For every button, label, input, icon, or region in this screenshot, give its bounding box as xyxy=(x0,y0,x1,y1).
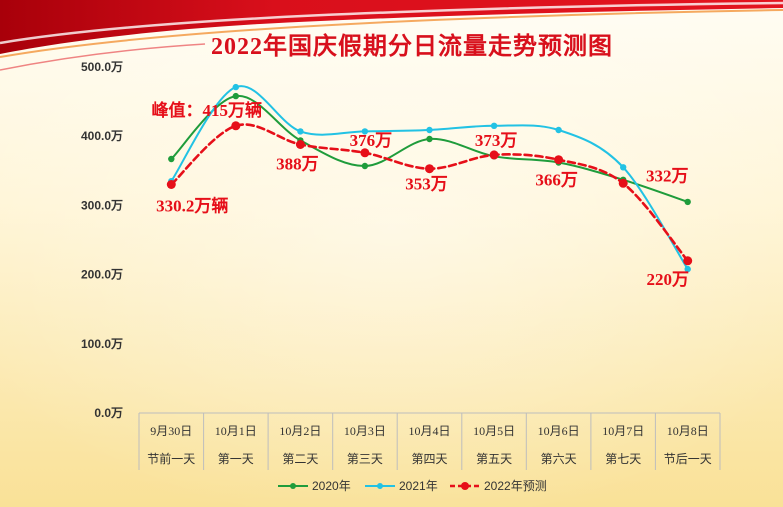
data-point xyxy=(618,178,628,188)
x-tick-label: 10月1日 xyxy=(215,424,257,438)
data-label: 353万 xyxy=(405,175,448,194)
data-point xyxy=(683,256,693,266)
data-label: 376万 xyxy=(350,131,393,150)
x-tick-sublabel: 第五天 xyxy=(476,452,512,466)
x-tick-label: 10月7日 xyxy=(602,424,644,438)
data-point xyxy=(361,128,369,135)
x-tick-label: 10月3日 xyxy=(344,424,386,438)
legend-label: 2022年预测 xyxy=(484,479,547,493)
data-point xyxy=(426,126,433,134)
x-tick-sublabel: 第四天 xyxy=(411,452,447,466)
data-label: 366万 xyxy=(535,171,578,190)
y-tick-label: 0.0万 xyxy=(94,406,123,420)
legend-item: 2020年 xyxy=(278,479,351,493)
x-axis: 9月30日 10月1日 10月2日 10月3日 10月4日 10月5日 10月6日 10月7日… xyxy=(138,412,721,470)
data-label: 388万 xyxy=(276,155,319,174)
legend: 2020年 2021年 2022年预测 xyxy=(278,479,547,493)
legend-swatch-marker xyxy=(377,483,383,489)
header-band xyxy=(0,0,783,54)
header-swoosh xyxy=(0,0,783,71)
data-point xyxy=(555,126,562,134)
data-point xyxy=(361,162,369,170)
data-point xyxy=(426,135,433,143)
x-tick-sublabel: 第一天 xyxy=(218,452,254,466)
header-thin-stripe xyxy=(0,43,206,71)
x-tick-label: 10月4日 xyxy=(408,424,450,438)
plot-area xyxy=(166,83,693,273)
x-tick-label: 10月2日 xyxy=(279,424,321,438)
header-orange-stripe xyxy=(0,9,783,58)
x-tick-sublabel: 节前一天 xyxy=(147,451,195,466)
data-point xyxy=(168,155,175,163)
x-tick-label: 10月6日 xyxy=(538,424,580,438)
data-point xyxy=(620,164,627,171)
series-group xyxy=(166,121,693,266)
data-label: 220万 xyxy=(646,270,689,289)
y-tick-label: 300.0万 xyxy=(81,198,123,212)
data-point xyxy=(425,164,434,174)
data-label: 373万 xyxy=(475,131,518,150)
data-label: 330.2万辆 xyxy=(156,196,228,216)
data-label: 332万 xyxy=(646,166,689,185)
data-point xyxy=(166,180,176,189)
data-point xyxy=(684,198,691,206)
data-point xyxy=(232,92,239,100)
x-tick-label: 9月30日 xyxy=(150,424,192,438)
data-point xyxy=(297,128,304,135)
data-labels: 330.2万辆 峰值：415万辆 388万 376万 353万 373万 366万 332万 2… xyxy=(152,100,689,289)
legend-swatch-marker xyxy=(461,482,469,490)
x-tick-sublabel: 第三天 xyxy=(347,452,383,466)
x-tick-sublabel: 节后一天 xyxy=(664,452,712,466)
chart-title: 2022年国庆假期分日流量走势预测图 xyxy=(211,32,613,60)
y-tick-label: 400.0万 xyxy=(81,129,123,143)
x-tick-label: 10月8日 xyxy=(667,424,709,438)
legend-swatch-marker xyxy=(290,483,296,489)
data-label: 峰值：415万辆 xyxy=(152,100,263,120)
x-tick-label: 10月5日 xyxy=(473,424,515,438)
legend-label: 2020年 xyxy=(312,479,351,493)
y-axis: 0.0万 100.0万 200.0万 300.0万 400.0万 500.0万 xyxy=(81,60,123,420)
data-point xyxy=(684,265,691,273)
data-point xyxy=(231,121,241,131)
legend-item: 2021年 xyxy=(365,479,438,493)
y-tick-label: 200.0万 xyxy=(81,268,123,282)
x-tick-sublabel: 第六天 xyxy=(541,452,577,466)
x-tick-sublabel: 第二天 xyxy=(282,452,318,466)
y-tick-label: 500.0万 xyxy=(81,60,123,74)
y-tick-label: 100.0万 xyxy=(81,337,123,351)
data-point xyxy=(295,140,305,149)
data-point xyxy=(490,122,498,129)
x-tick-sublabel: 第七天 xyxy=(605,452,641,466)
legend-item: 2022年预测 xyxy=(450,479,547,493)
header-highlight-stripe xyxy=(0,1,783,45)
data-point xyxy=(360,148,370,158)
data-point xyxy=(232,83,239,91)
data-point xyxy=(554,155,564,165)
data-point xyxy=(489,150,499,160)
legend-label: 2021年 xyxy=(399,479,438,493)
